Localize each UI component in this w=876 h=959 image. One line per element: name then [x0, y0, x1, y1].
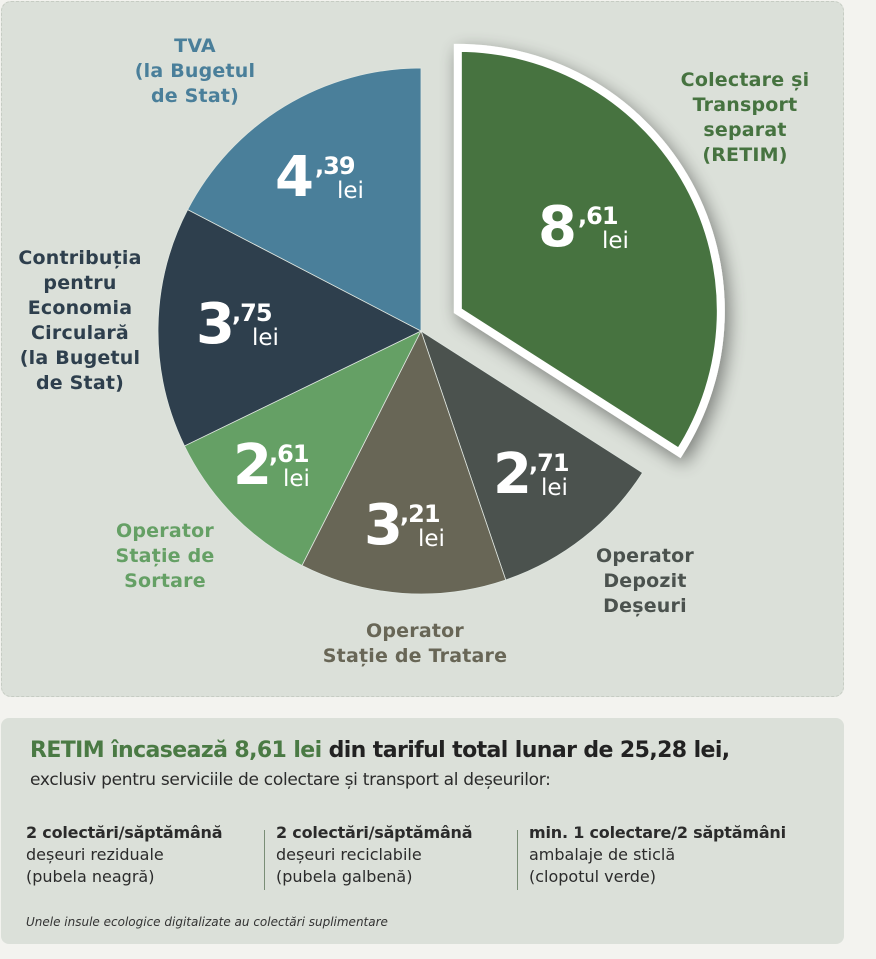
label-line: Sortare [124, 570, 206, 592]
schedule-column-recyclable: 2 colectări/săptămână deșeuri reciclabil… [276, 822, 473, 888]
summary-subline: exclusiv pentru serviciile de colectare … [30, 770, 551, 790]
schedule-line: deșeuri reciclabile [276, 845, 422, 864]
summary-panel [1, 718, 844, 944]
pie-slice [183, 330, 422, 567]
value-unit: lei [252, 325, 279, 351]
value-decimal: ,61 [269, 440, 310, 468]
pie-slice [453, 43, 725, 459]
category-label-tva: TVA (la Bugetul de Stat) [120, 34, 270, 109]
value-unit: lei [283, 466, 310, 492]
category-label-contributie: Contribuția pentru Economia Circulară (l… [5, 246, 155, 396]
value-int: 2 [233, 433, 272, 498]
value-int: 3 [196, 292, 235, 357]
label-line: Transport [692, 94, 798, 116]
headline-rest: din tariful total lunar de 25,28 lei, [321, 738, 731, 763]
label-line: Operator [596, 545, 694, 567]
label-line: TVA [174, 35, 216, 57]
label-line: (la Bugetul [19, 347, 141, 369]
label-line: Deșeuri [603, 595, 687, 617]
label-line: Contribuția [18, 247, 142, 269]
label-line: Circulară [31, 322, 129, 344]
value-label-tva: 4 ,39 lei [275, 150, 364, 206]
schedule-line: (clopotul verde) [529, 867, 657, 886]
value-int: 2 [493, 442, 532, 507]
value-decimal: ,39 [315, 152, 356, 180]
pie-slice [157, 209, 422, 447]
schedule-line: deșeuri reziduale [26, 845, 164, 864]
footnote: Unele insule ecologice digitalizate au c… [26, 915, 388, 929]
column-divider [264, 830, 265, 890]
pie-slice [187, 67, 422, 332]
value-decimal: ,75 [232, 299, 273, 327]
schedule-line: (pubela galbenă) [276, 867, 413, 886]
value-decimal: ,71 [529, 449, 570, 477]
value-decimal: ,21 [400, 500, 441, 528]
category-label-retim: Colectare și Transport separat (RETIM) [660, 68, 830, 168]
label-line: (RETIM) [702, 144, 788, 166]
label-line: de Stat) [35, 372, 125, 394]
schedule-line: ambalaje de sticlă [529, 845, 676, 864]
category-label-tratare: Operator Stație de Tratare [295, 619, 535, 669]
value-label-tratare: 3 ,21 lei [364, 498, 445, 554]
label-line: Stație de [115, 545, 215, 567]
value-label-sortare: 2 ,61 lei [233, 438, 310, 494]
value-unit: lei [337, 178, 364, 204]
summary-headline: RETIM încasează 8,61 lei din tariful tot… [30, 738, 730, 763]
schedule-title: min. 1 colectare/2 săptămâni [529, 823, 786, 842]
value-unit: lei [418, 526, 445, 552]
pie-slice [301, 329, 507, 595]
schedule-column-residual: 2 colectări/săptămână deșeuri reziduale … [26, 822, 223, 888]
label-line: Depozit [603, 570, 687, 592]
label-line: Stație de Tratare [322, 645, 508, 667]
headline-highlight: RETIM încasează 8,61 lei [30, 738, 322, 763]
value-decimal: ,61 [578, 202, 619, 230]
pie-chart [157, 43, 725, 595]
label-line: separat [703, 119, 787, 141]
label-line: (la Bugetul [134, 60, 256, 82]
value-int: 4 [275, 145, 314, 210]
category-label-sortare: Operator Stație de Sortare [95, 519, 235, 594]
value-label-retim: 8 ,61 lei [538, 200, 629, 256]
label-line: Economia [27, 297, 133, 319]
schedule-line: (pubela neagră) [26, 867, 155, 886]
value-int: 8 [538, 195, 577, 260]
label-line: Colectare și [680, 69, 810, 91]
schedule-column-glass: min. 1 colectare/2 săptămâni ambalaje de… [529, 822, 786, 888]
pie-slice [420, 330, 644, 581]
category-label-depozit: Operator Depozit Deșeuri [570, 544, 720, 619]
value-unit: lei [602, 228, 629, 254]
value-int: 3 [364, 493, 403, 558]
schedule-title: 2 colectări/săptămână [26, 823, 223, 842]
label-line: de Stat) [150, 85, 240, 107]
label-line: pentru [43, 272, 117, 294]
value-unit: lei [541, 475, 568, 501]
value-label-depozit: 2 ,71 lei [493, 447, 570, 503]
column-divider [517, 830, 518, 890]
value-label-contributie: 3 ,75 lei [196, 297, 279, 353]
label-line: Operator [366, 620, 464, 642]
schedule-title: 2 colectări/săptămână [276, 823, 473, 842]
label-line: Operator [116, 520, 214, 542]
